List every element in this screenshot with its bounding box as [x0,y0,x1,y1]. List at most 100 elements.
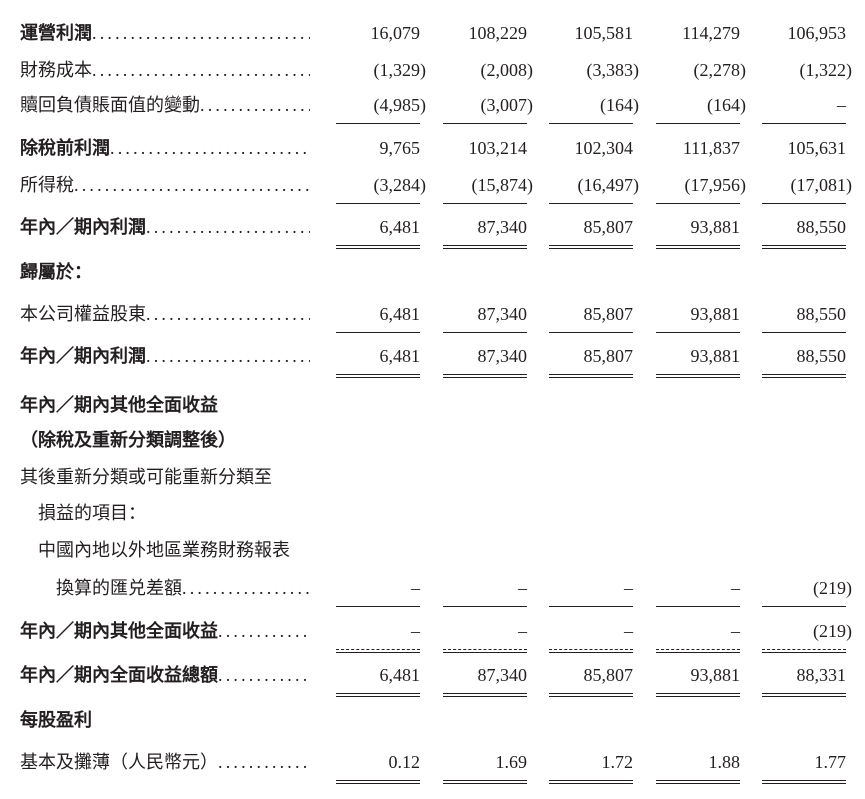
row-label: 年內／期內其他全面收益 [20,390,218,420]
table-row: 換算的匯兑差額 ................................… [0,573,865,607]
table-row: 歸屬於： [0,257,865,287]
row-label-text: 中國內地以外地區業務財務報表 [38,540,290,560]
underline-rule [656,780,740,784]
table-row: 所得稅 ....................................… [0,170,865,204]
value-cell: (15,874) [471,175,534,195]
row-label-text: 本公司權益股東 [20,304,146,324]
row-label-text: 年內／期內利潤 [20,346,146,366]
value-cell: 105,581 [574,23,634,43]
row-label-text: 損益的項目： [38,503,146,523]
underline-rule [443,693,527,697]
row-label-text: 每股盈利 [20,710,92,730]
table-row: 除稅前利潤...................................… [0,133,865,163]
value-cell: 6,481 [379,217,421,237]
table-row: 財務成本....................................… [0,55,865,85]
row-label-text: 所得稅 [20,175,74,195]
row-label: 基本及攤薄（人民幣元）.............................… [20,747,310,777]
value-cell: – [411,578,420,598]
value-cell: 85,807 [583,304,634,324]
row-label: 其後重新分類或可能重新分類至 [20,462,272,492]
underline-rule [762,693,846,697]
row-label: 所得稅 ....................................… [20,170,310,200]
underline-rule [443,203,527,204]
underline-rule [549,245,633,249]
value-cell: 85,807 [583,346,634,366]
underline-rule [443,649,527,653]
underline-rule [656,203,740,204]
dot-leader: ........................................… [218,665,310,685]
underline-rule [336,203,420,204]
underline-rule [549,606,633,607]
underline-rule [656,332,740,333]
value-cell: (164) [600,95,639,115]
dot-leader: ........................................… [92,60,310,80]
underline-rule [336,693,420,697]
row-label: 本公司權益股東.................................… [20,299,310,329]
row-label-text: 換算的匯兑差額 [56,578,182,598]
row-label-text: 其後重新分類或可能重新分類至 [20,467,272,487]
value-cell: – [518,621,527,641]
row-label-text: 歸屬於： [20,262,92,282]
underline-rule [336,606,420,607]
value-cell: (1,329) [373,60,427,80]
underline-rule [549,780,633,784]
value-cell: (4,985) [373,95,427,115]
underline-rule [762,374,846,378]
table-row: 年內／期內其他全面收益.............................… [0,616,865,653]
underline-rule [656,123,740,124]
dot-leader: ........................................… [200,95,310,115]
value-cell: 93,881 [690,217,741,237]
underline-rule [549,203,633,204]
value-cell: 6,481 [379,665,421,685]
underline-rule [443,374,527,378]
table-row: 贖回負債賬面值的變動 .............................… [0,90,865,124]
row-label: 贖回負債賬面值的變動 .............................… [20,90,310,120]
row-label-text: 年內／期內全面收益總額 [20,665,218,685]
value-cell: – [411,621,420,641]
value-cell: (3,007) [480,95,534,115]
underline-rule [656,649,740,653]
value-cell: 93,881 [690,346,741,366]
table-row: 年內／期內其他全面收益 [0,390,865,420]
value-cell: 85,807 [583,665,634,685]
row-label-text: 財務成本 [20,60,92,80]
row-label-text: 運營利潤 [20,23,92,43]
row-label-text: 除稅前利潤 [20,138,110,158]
underline-rule [336,374,420,378]
table-row: 年內／期內全面收益總額.............................… [0,660,865,697]
underline-rule [336,780,420,784]
value-cell: – [731,621,740,641]
value-cell: 6,481 [379,304,421,324]
value-cell: 114,279 [682,23,740,43]
value-cell: 1.88 [708,752,741,772]
table-row: （除稅及重新分類調整後） [0,425,865,455]
row-label: 除稅前利潤...................................… [20,133,310,163]
table-row: 年內／期內利潤.................................… [0,341,865,378]
underline-rule [549,693,633,697]
value-cell: 6,481 [379,346,421,366]
row-label: 年內／期內利潤.................................… [20,212,310,242]
underline-rule [656,245,740,249]
value-cell: (2,278) [693,60,747,80]
value-cell: – [518,578,527,598]
value-cell: (219) [813,621,852,641]
table-row: 中國內地以外地區業務財務報表 [0,535,865,565]
value-cell: 111,837 [682,138,740,158]
underline-rule [762,332,846,333]
row-label: 中國內地以外地區業務財務報表 [38,535,290,565]
row-label-text: 基本及攤薄（人民幣元） [20,752,218,772]
dot-leader: ........................................… [74,175,310,195]
dot-leader: ........................................… [146,346,310,366]
row-label: 年內／期內利潤.................................… [20,341,310,371]
value-cell: 87,340 [477,304,528,324]
row-label-text: 年內／期內利潤 [20,217,146,237]
value-cell: 88,331 [796,665,847,685]
value-cell: 103,214 [468,138,528,158]
underline-rule [443,245,527,249]
row-label-text: 年內／期內其他全面收益 [20,395,218,415]
dot-leader: ........................................… [146,217,310,237]
value-cell: 9,765 [379,138,421,158]
underline-rule [762,649,846,653]
table-row: 每股盈利 [0,705,865,735]
underline-rule [656,606,740,607]
